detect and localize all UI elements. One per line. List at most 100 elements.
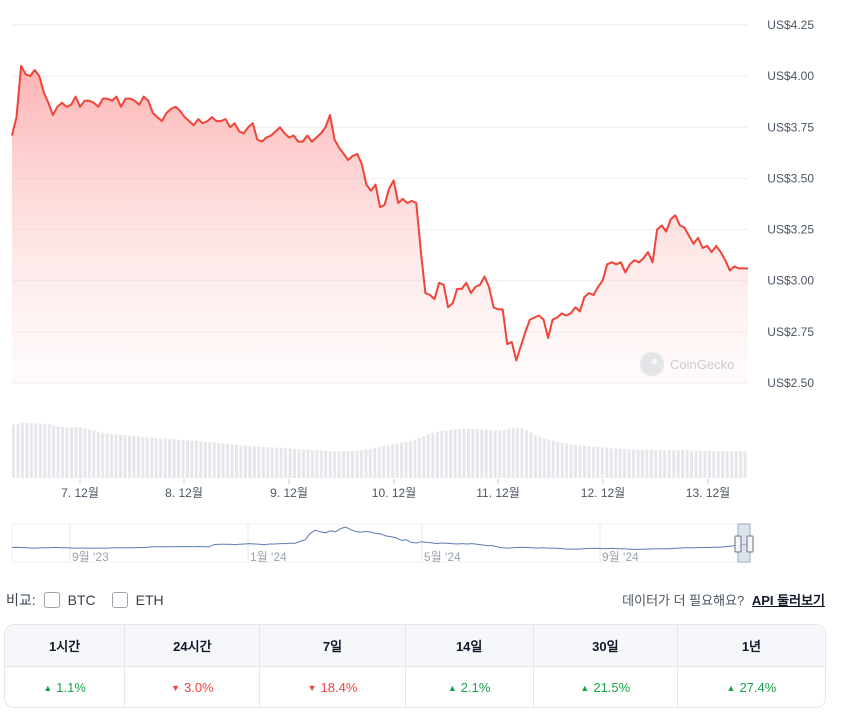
up-triangle-icon: ▲ <box>447 682 457 693</box>
volume-bar <box>676 450 680 478</box>
y-tick-label: US$4.00 <box>767 69 814 83</box>
volume-bar <box>547 439 551 478</box>
compare-btc-option[interactable]: BTC <box>43 592 96 608</box>
overview-tick-label: 9월 '24 <box>602 550 639 564</box>
volume-bar <box>583 446 586 478</box>
x-tick-label: 11. 12월 <box>476 486 520 500</box>
volume-bar <box>56 426 60 478</box>
down-triangle-icon: ▼ <box>171 682 180 693</box>
volume-bar <box>368 449 372 478</box>
volume-bar <box>694 450 698 478</box>
y-tick-label: US$2.75 <box>767 325 814 339</box>
volume-bar <box>261 446 265 478</box>
volume-bar <box>346 451 350 478</box>
y-axis: US$4.25 US$4.00 US$3.75 US$3.50 US$3.25 US$3.… <box>767 18 814 390</box>
volume-bar <box>529 432 533 478</box>
price-chart: US$4.25 US$4.00 US$3.75 US$3.50 US$3.25 US$3.… <box>11 18 814 564</box>
volume-bar <box>663 450 667 478</box>
volume-bar <box>239 445 243 478</box>
volume-bar <box>730 451 734 478</box>
volume-bar <box>444 430 448 478</box>
volume-bar <box>315 450 319 478</box>
volume-bar <box>507 429 511 478</box>
change-14d: ▲ 2.1% <box>406 667 534 707</box>
volume-bar <box>150 437 154 478</box>
volume-bar <box>186 440 189 478</box>
overview-tick-label: 9월 '23 <box>72 550 109 564</box>
volume-bar <box>373 447 377 478</box>
api-link[interactable]: API 둘러보기 <box>751 593 825 608</box>
volume-bar <box>489 430 493 478</box>
volume-bar <box>632 449 635 478</box>
volume-bar <box>658 450 662 478</box>
volume-bar <box>319 450 323 478</box>
volume-bar <box>417 438 421 478</box>
volume-bar <box>190 440 194 478</box>
volume-bar <box>467 428 470 478</box>
volume-bar <box>306 449 310 478</box>
volume-bar <box>609 448 613 478</box>
volume-bar <box>591 446 595 478</box>
volume-bar <box>654 450 658 478</box>
up-triangle-icon: ▲ <box>580 682 590 693</box>
volume-bars <box>12 422 747 478</box>
overview-handle-left[interactable] <box>734 535 742 553</box>
volume-bar <box>257 446 261 478</box>
overview-navigator[interactable]: 9월 '23 1월 '24 5월 '24 9월 '24 <box>11 523 754 564</box>
volume-bar <box>141 436 145 478</box>
volume-bar <box>235 444 238 478</box>
volume-bar <box>337 451 341 478</box>
volume-bar <box>498 430 502 478</box>
volume-bar <box>569 444 573 478</box>
volume-bar <box>382 446 386 478</box>
x-tick-label: 10. 12월 <box>372 486 416 500</box>
volume-bar <box>600 447 604 478</box>
overview-tick-label: 1월 '24 <box>250 550 287 564</box>
volume-bar <box>721 451 725 478</box>
performance-header-row: 1시간 24시간 7일 14일 30일 1년 <box>5 625 825 667</box>
volume-bar <box>123 435 127 478</box>
compare-eth-option[interactable]: ETH <box>111 592 164 608</box>
y-tick-label: US$4.25 <box>767 18 814 32</box>
volume-bar <box>364 449 368 478</box>
volume-bar <box>136 436 140 478</box>
volume-bar <box>128 435 131 478</box>
volume-bar <box>12 424 15 478</box>
volume-bar <box>533 435 537 478</box>
volume-bar <box>301 449 305 478</box>
volume-bar <box>462 428 466 478</box>
volume-bar <box>605 447 609 478</box>
volume-bar <box>25 422 29 478</box>
volume-bar <box>377 447 381 478</box>
x-tick-label: 7. 12월 <box>61 486 99 500</box>
up-triangle-icon: ▲ <box>43 682 53 693</box>
period-7d: 7일 <box>260 625 406 666</box>
volume-bar <box>43 424 47 478</box>
volume-bar <box>87 429 91 478</box>
volume-bar <box>525 430 528 478</box>
btc-checkbox[interactable] <box>43 592 60 608</box>
volume-bar <box>212 442 216 478</box>
api-note: 데이터가 더 필요해요? API 둘러보기 <box>622 590 825 609</box>
volume-bar <box>288 448 292 478</box>
overview-handle-right[interactable] <box>746 535 754 553</box>
volume-bar <box>435 431 439 478</box>
volume-bar <box>92 430 96 478</box>
volume-bar <box>698 450 702 478</box>
price-area <box>12 65 748 384</box>
coingecko-logo-icon <box>640 352 664 376</box>
volume-bar <box>275 447 279 478</box>
compare-label: 비교: <box>6 592 36 608</box>
volume-bar <box>78 427 82 478</box>
volume-bar <box>551 440 555 478</box>
overview-tick-label: 5월 '24 <box>424 550 461 564</box>
volume-bar <box>618 449 622 478</box>
volume-bar <box>578 445 582 478</box>
eth-checkbox[interactable] <box>111 592 128 608</box>
volume-bar <box>181 439 185 478</box>
volume-bar <box>145 437 149 478</box>
volume-bar <box>703 450 707 478</box>
volume-bar <box>252 446 256 478</box>
volume-bar <box>65 427 69 478</box>
volume-bar <box>168 439 172 478</box>
